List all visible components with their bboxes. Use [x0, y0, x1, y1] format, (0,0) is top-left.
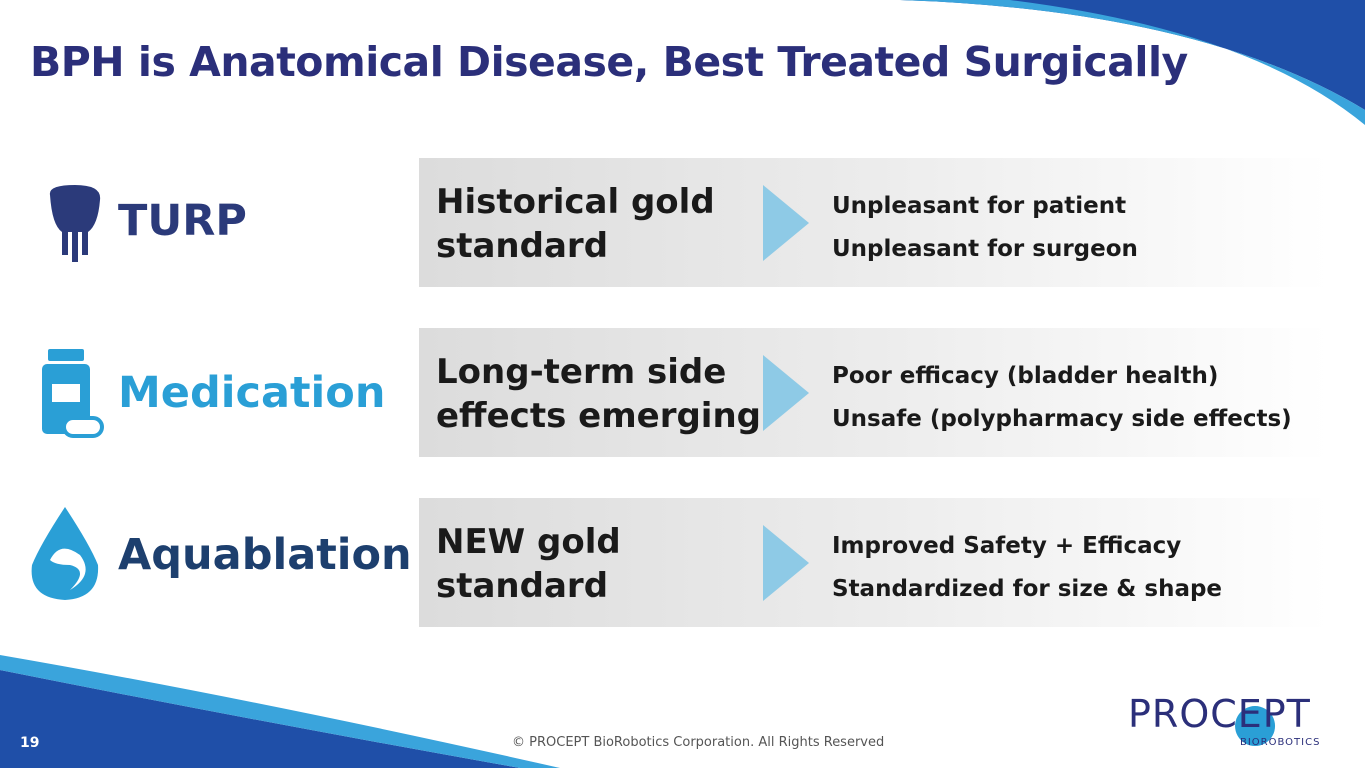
point: Poor efficacy (bladder health) [832, 363, 1219, 389]
swoosh-top-light [900, 0, 1365, 125]
swoosh-bottom-light [0, 655, 560, 768]
summary-line: Long-term side [436, 352, 727, 392]
row-name: TURP [118, 196, 247, 246]
summary-line: Historical gold [436, 182, 715, 222]
bottle-label [52, 384, 80, 402]
logo-sub: BioRobotics [1240, 737, 1321, 748]
points: Poor efficacy (bladder health) Unsafe (po… [832, 355, 1292, 441]
page-number: 19 [20, 735, 40, 751]
summary: Long-term side effects emerging [436, 350, 761, 438]
arrow [763, 355, 809, 431]
pill [62, 416, 104, 438]
summary: NEW gold standard [436, 520, 621, 608]
row-name: Aquablation [118, 530, 412, 580]
row-box: Long-term side effects emerging Poor effi… [419, 328, 1329, 457]
arrow [763, 525, 809, 601]
point: Standardized for size & shape [832, 576, 1223, 602]
title: BPH is Anatomical Disease, Best Treated … [30, 38, 1188, 86]
row-box: Historical gold standard Unpleasant for p… [419, 158, 1329, 287]
summary: Historical gold standard [436, 180, 715, 268]
drop-swirl [50, 548, 86, 590]
points: Unpleasant for patient Unpleasant for sur… [832, 185, 1138, 271]
point: Unpleasant for patient [832, 193, 1127, 219]
row-name: Medication [118, 368, 386, 418]
point: Unsafe (polypharmacy side effects) [832, 406, 1292, 432]
swoosh-bottom [0, 670, 520, 768]
logo: PROCEPT [1128, 692, 1311, 736]
copyright: © PROCEPT BioRobotics Corporation. All R… [512, 735, 885, 750]
summary-line: effects emerging [436, 396, 761, 436]
bottle-cap [48, 349, 84, 361]
point: Unpleasant for surgeon [832, 236, 1138, 262]
point: Improved Safety + Efficacy [832, 533, 1182, 559]
summary-line: standard [436, 226, 609, 266]
summary-line: standard [436, 566, 609, 606]
logo-mark [1235, 706, 1276, 746]
summary-line: NEW gold [436, 522, 621, 562]
row-box: NEW gold standard Improved Safety + Effic… [419, 498, 1329, 627]
turp-icon [49, 185, 101, 262]
swoosh-top [900, 0, 1365, 110]
points: Improved Safety + Efficacy Standardized f… [832, 525, 1222, 611]
arrow [763, 185, 809, 261]
